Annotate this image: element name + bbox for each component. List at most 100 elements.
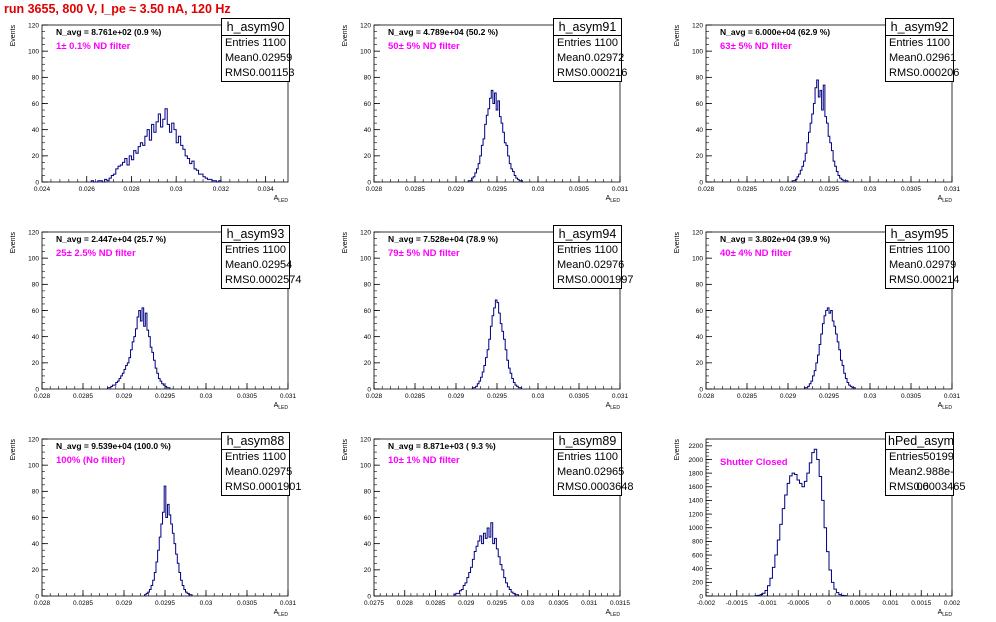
x-tick-label: 0.0015 — [911, 600, 931, 607]
histogram-line — [791, 79, 849, 182]
stats-label: Mean — [889, 52, 917, 64]
y-axis-title: Events — [10, 25, 17, 47]
filter-label: 79± 5% ND filter — [388, 248, 460, 259]
histogram-pad-h_asym91: 0.028 0.0285 0.029 0.0295 0.03 0.0305 0.031 0 20… — [332, 0, 662, 207]
stats-label: Mean — [557, 259, 585, 271]
stats-value: 0.000214 — [913, 274, 960, 286]
stats-row-rms: RMS 0.000206 — [886, 66, 959, 81]
stats-label: RMS — [557, 67, 582, 79]
x-axis-title: ALED — [606, 195, 621, 204]
histogram-plot: 0.028 0.0285 0.029 0.0295 0.03 0.0305 0.031 0 20… — [674, 229, 961, 411]
stats-value: 0.02954 — [252, 259, 293, 271]
x-tick-label: 0.028 — [34, 600, 51, 607]
run-title: run 3655, 800 V, I_pe ≈ 3.50 nA, 120 Hz — [4, 2, 231, 16]
x-tick-label: 0.031 — [581, 600, 598, 607]
stats-row-entries: Entries 50199 — [886, 450, 954, 465]
x-tick-label: 0.0285 — [737, 186, 757, 193]
stats-value: 1100 — [262, 451, 286, 463]
stats-label: Entries — [225, 451, 260, 463]
histogram-line — [453, 522, 520, 596]
y-tick-label: 800 — [692, 539, 703, 546]
stats-label: Entries — [225, 244, 260, 256]
x-tick-label: 0.028 — [366, 393, 383, 400]
stats-label: Mean — [889, 466, 917, 478]
histogram-name: h_asym89 — [554, 433, 621, 450]
y-tick-label: 80 — [364, 489, 372, 496]
histogram-name: h_asym88 — [222, 433, 289, 450]
navg-label: N_avg = 3.802e+04 (39.9 %) — [720, 234, 831, 244]
y-tick-label: 1600 — [689, 484, 704, 491]
histogram-pad-h_asym95: 0.028 0.0285 0.029 0.0295 0.03 0.0305 0.031 0 20… — [664, 207, 994, 414]
histogram-plot: 0.028 0.0285 0.029 0.0295 0.03 0.0305 0.031 0 20… — [10, 229, 297, 411]
navg-label: N_avg = 6.000e+04 (62.9 %) — [720, 27, 831, 37]
stats-row-mean: Mean 0.02954 — [222, 258, 292, 273]
y-tick-label: 120 — [360, 22, 371, 29]
y-tick-label: 120 — [360, 436, 371, 443]
x-tick-label: 0.031 — [612, 393, 629, 400]
y-tick-label: 100 — [692, 255, 703, 262]
stats-label: RMS — [557, 481, 582, 493]
stats-label: RMS — [889, 67, 914, 79]
stats-row-mean: Mean 0.02976 — [554, 258, 624, 273]
x-axis-title: ALED — [938, 609, 953, 618]
y-tick-label: 400 — [692, 566, 703, 573]
stats-value: 0.02976 — [584, 259, 625, 271]
y-tick-label: 40 — [364, 541, 372, 548]
x-tick-label: 0.0005 — [850, 600, 870, 607]
stats-value: 1100 — [262, 37, 286, 49]
stats-box: h_asym93 Entries 1100 Mean 0.02954 RMS 0.00025… — [221, 225, 301, 289]
histogram-pad-h_asym92: 0.028 0.0285 0.029 0.0295 0.03 0.0305 0.031 0 20… — [664, 0, 994, 207]
x-tick-label: 0.024 — [34, 186, 51, 193]
y-tick-label: 120 — [692, 229, 703, 236]
stats-label: RMS — [889, 274, 914, 286]
y-tick-label: 120 — [28, 22, 39, 29]
x-tick-label: 0.03 — [864, 186, 877, 193]
y-tick-label: 0 — [699, 386, 703, 393]
filter-label: 100% (No filter) — [56, 455, 126, 466]
stats-row-entries: Entries 1100 — [886, 243, 953, 258]
stats-value: 0.02959 — [252, 52, 293, 64]
stats-label: Entries — [889, 244, 924, 256]
x-tick-label: 0.0285 — [73, 600, 93, 607]
stats-value: 1100 — [262, 244, 286, 256]
y-tick-label: 40 — [696, 334, 704, 341]
y-tick-label: 1400 — [689, 498, 704, 505]
x-tick-label: 0.031 — [280, 600, 297, 607]
y-tick-label: 60 — [32, 308, 40, 315]
stats-row-rms: RMS 0.001153 — [222, 66, 295, 81]
y-axis-title: Events — [10, 232, 17, 254]
filter-label: 1± 0.1% ND filter — [56, 41, 131, 52]
y-axis-title: Events — [674, 25, 681, 47]
stats-row-entries: Entries 1100 — [554, 243, 621, 258]
y-tick-label: 20 — [696, 153, 704, 160]
navg-label: N_avg = 8.871e+03 ( 9.3 %) — [388, 441, 496, 451]
stats-row-entries: Entries 1100 — [554, 36, 621, 51]
stats-row-rms: RMS 0.0003648 — [554, 480, 633, 495]
x-tick-label: 0.0295 — [819, 186, 839, 193]
y-tick-label: 40 — [32, 127, 40, 134]
histogram-name: h_asym94 — [554, 226, 621, 243]
y-tick-label: 60 — [32, 101, 40, 108]
y-tick-label: 120 — [360, 229, 371, 236]
y-tick-label: 20 — [364, 567, 372, 574]
x-tick-label: 0.0285 — [405, 186, 425, 193]
x-tick-label: 0.028 — [698, 393, 715, 400]
y-tick-label: 80 — [364, 75, 372, 82]
navg-label: N_avg = 8.761e+02 (0.9 %) — [56, 27, 162, 37]
stats-label: Mean — [889, 259, 917, 271]
histogram-plot: 0.0275 0.028 0.0285 0.029 0.0295 0.03 0.0305 0.… — [342, 436, 630, 618]
y-tick-label: 200 — [692, 580, 703, 587]
x-tick-label: 0.03 — [170, 186, 183, 193]
stats-box: h_asym91 Entries 1100 Mean 0.02972 RMS 0.00021… — [553, 18, 627, 82]
x-tick-label: 0.029 — [116, 600, 133, 607]
stats-value: 0.000216 — [581, 67, 628, 79]
stats-value: 1100 — [926, 244, 950, 256]
stats-row-mean: Mean 0.02965 — [554, 465, 624, 480]
histogram-line — [803, 307, 856, 389]
stats-value: 0.02972 — [584, 52, 625, 64]
y-tick-label: 40 — [364, 127, 372, 134]
x-tick-label: 0.028 — [34, 393, 51, 400]
y-tick-label: 80 — [32, 75, 40, 82]
filter-label: 50± 5% ND filter — [388, 41, 460, 52]
y-tick-label: 0 — [35, 386, 39, 393]
